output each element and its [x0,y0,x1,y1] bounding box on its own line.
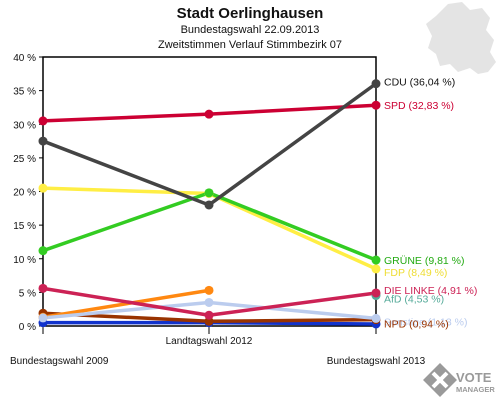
data-point-die-linke [38,283,48,293]
series-label-fdp: FDP (8,49 %) [384,267,447,279]
chart-subtitle-2: Zweitstimmen Verlauf Stimmbezirk 07 [158,39,342,51]
series-line-piraten [42,288,210,319]
series-label-die-linke: DIE LINKE (4,91 %) [384,285,477,297]
series-label-gr-ne: GRÜNE (9,81 %) [384,255,465,267]
data-point-sonstige [204,297,214,307]
series-label-spd: SPD (32,83 %) [384,100,454,112]
y-tick-label: 15 % [13,221,36,232]
y-tick-label: 30 % [13,120,36,131]
germany-map-icon [426,2,496,74]
vote-x-icon [423,363,457,397]
data-point-fdp [38,183,48,193]
logo-line-1: VOTE [456,370,492,385]
x-tick-label: Landtagswahl 2012 [166,336,253,347]
series-label-afd: AfD (4,53 %) [384,294,444,306]
y-tick-label: 0 % [19,322,36,333]
data-point-gr-ne [38,246,48,256]
y-tick-label: 40 % [13,53,36,64]
x-tick-label: Bundestagswahl 2009 [10,356,109,367]
series-line-cdu [42,82,378,207]
data-point-piraten [204,285,214,295]
x-tick-label: Bundestagswahl 2013 [327,356,426,367]
series-points [38,79,381,329]
data-point-spd [371,100,381,110]
series-line-fdp [42,186,377,271]
data-point-die-linke [371,288,381,298]
data-point-spd [204,109,214,119]
y-tick-label: 20 % [13,188,36,199]
y-tick-label: 25 % [13,154,36,165]
vote-manager-logo: VOTE MANAGER [423,363,495,397]
series-label-cdu: CDU (36,04 %) [384,77,455,89]
chart-title: Stadt Oerlinghausen [177,5,324,22]
data-point-cdu [204,200,214,210]
data-point-die-linke [204,310,214,320]
series-label-sonstige: Sonstige (1,13 %) [384,316,467,328]
logo-line-2: MANAGER [456,385,495,394]
y-tick-label: 5 % [19,288,36,299]
y-tick-label: 10 % [13,255,36,266]
data-point-cdu [38,136,48,146]
data-point-sonstige [38,313,48,323]
data-point-gr-ne [371,255,381,265]
series-labels: CDU (36,04 %) SPD (32,83 %) GRÜNE (9,81 %)… [384,77,477,331]
data-point-fdp [371,264,381,274]
chart-subtitle-1: Bundestagswahl 22.09.2013 [181,24,320,36]
data-point-gr-ne [204,188,214,198]
series-label-npd: NPD (0,94 %) [384,319,449,331]
y-tick-label: 35 % [13,87,36,98]
data-point-cdu [371,79,381,89]
data-point-sonstige [371,313,381,323]
data-point-spd [38,116,48,126]
